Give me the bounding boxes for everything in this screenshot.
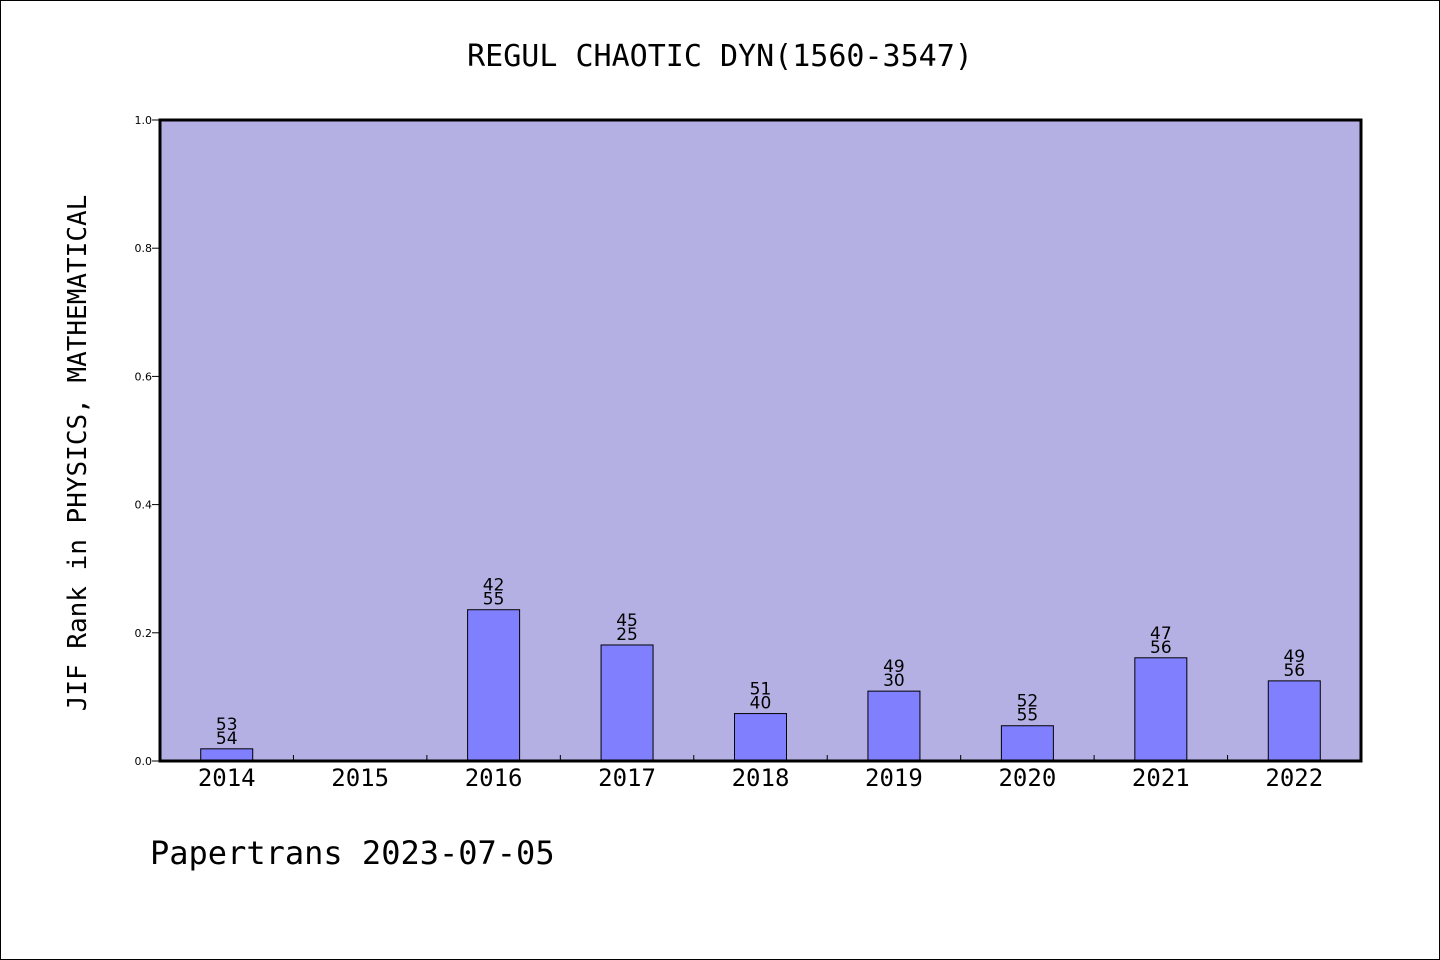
bar [200,748,254,762]
bar-label-bottom: 25 [616,625,638,645]
y-tick-label: 0.8 [135,242,153,255]
bar-label-top: 52 [1017,692,1039,712]
x-tick-label: 2018 [732,764,790,792]
x-tick-label: 2020 [998,764,1056,792]
bar-label-bottom: 56 [1150,638,1172,658]
bar-label-top: 51 [750,680,772,700]
y-tick-label: 0.0 [135,755,153,768]
bar [734,713,787,762]
bar-label-bottom: 54 [216,729,238,749]
x-tick-label: 2021 [1132,764,1190,792]
bar-label-bottom: 56 [1283,661,1305,681]
bar [1000,725,1054,762]
bar-label-top: 53 [216,715,238,735]
footer-text: Papertrans 2023-07-05 [150,834,555,872]
x-tick-label: 2016 [465,764,523,792]
bar-label-bottom: 40 [750,694,772,714]
chart-title: REGUL CHAOTIC DYN(1560-3547) [467,39,973,74]
plot-background [160,120,1361,761]
bar-label-top: 47 [1150,624,1172,644]
x-tick-label: 2022 [1265,764,1323,792]
y-tick-label: 0.6 [135,370,153,383]
bar-label-bottom: 55 [483,590,505,610]
bar [1267,680,1321,762]
x-tick-label: 2019 [865,764,923,792]
bar-label-top: 42 [483,576,505,596]
bar [467,609,521,762]
x-tick-label: 2015 [331,764,389,792]
bar-label-top: 49 [1283,647,1305,667]
bar-label-top: 45 [616,611,638,631]
y-tick-label: 0.4 [135,499,153,512]
y-tick-label: 0.2 [135,627,153,640]
y-tick-label: 1.0 [135,114,153,127]
bar-label-bottom: 55 [1017,706,1039,726]
x-tick-label: 2017 [598,764,656,792]
plot-border [158,118,1363,763]
y-axis-label: JIF Rank in PHYSICS, MATHEMATICAL [63,195,93,712]
x-tick-label: 2014 [198,764,256,792]
bar-label-bottom: 30 [883,671,905,691]
bar-label-top: 49 [883,657,905,677]
bar [600,644,654,762]
bar [867,690,921,762]
bar [1134,657,1188,762]
